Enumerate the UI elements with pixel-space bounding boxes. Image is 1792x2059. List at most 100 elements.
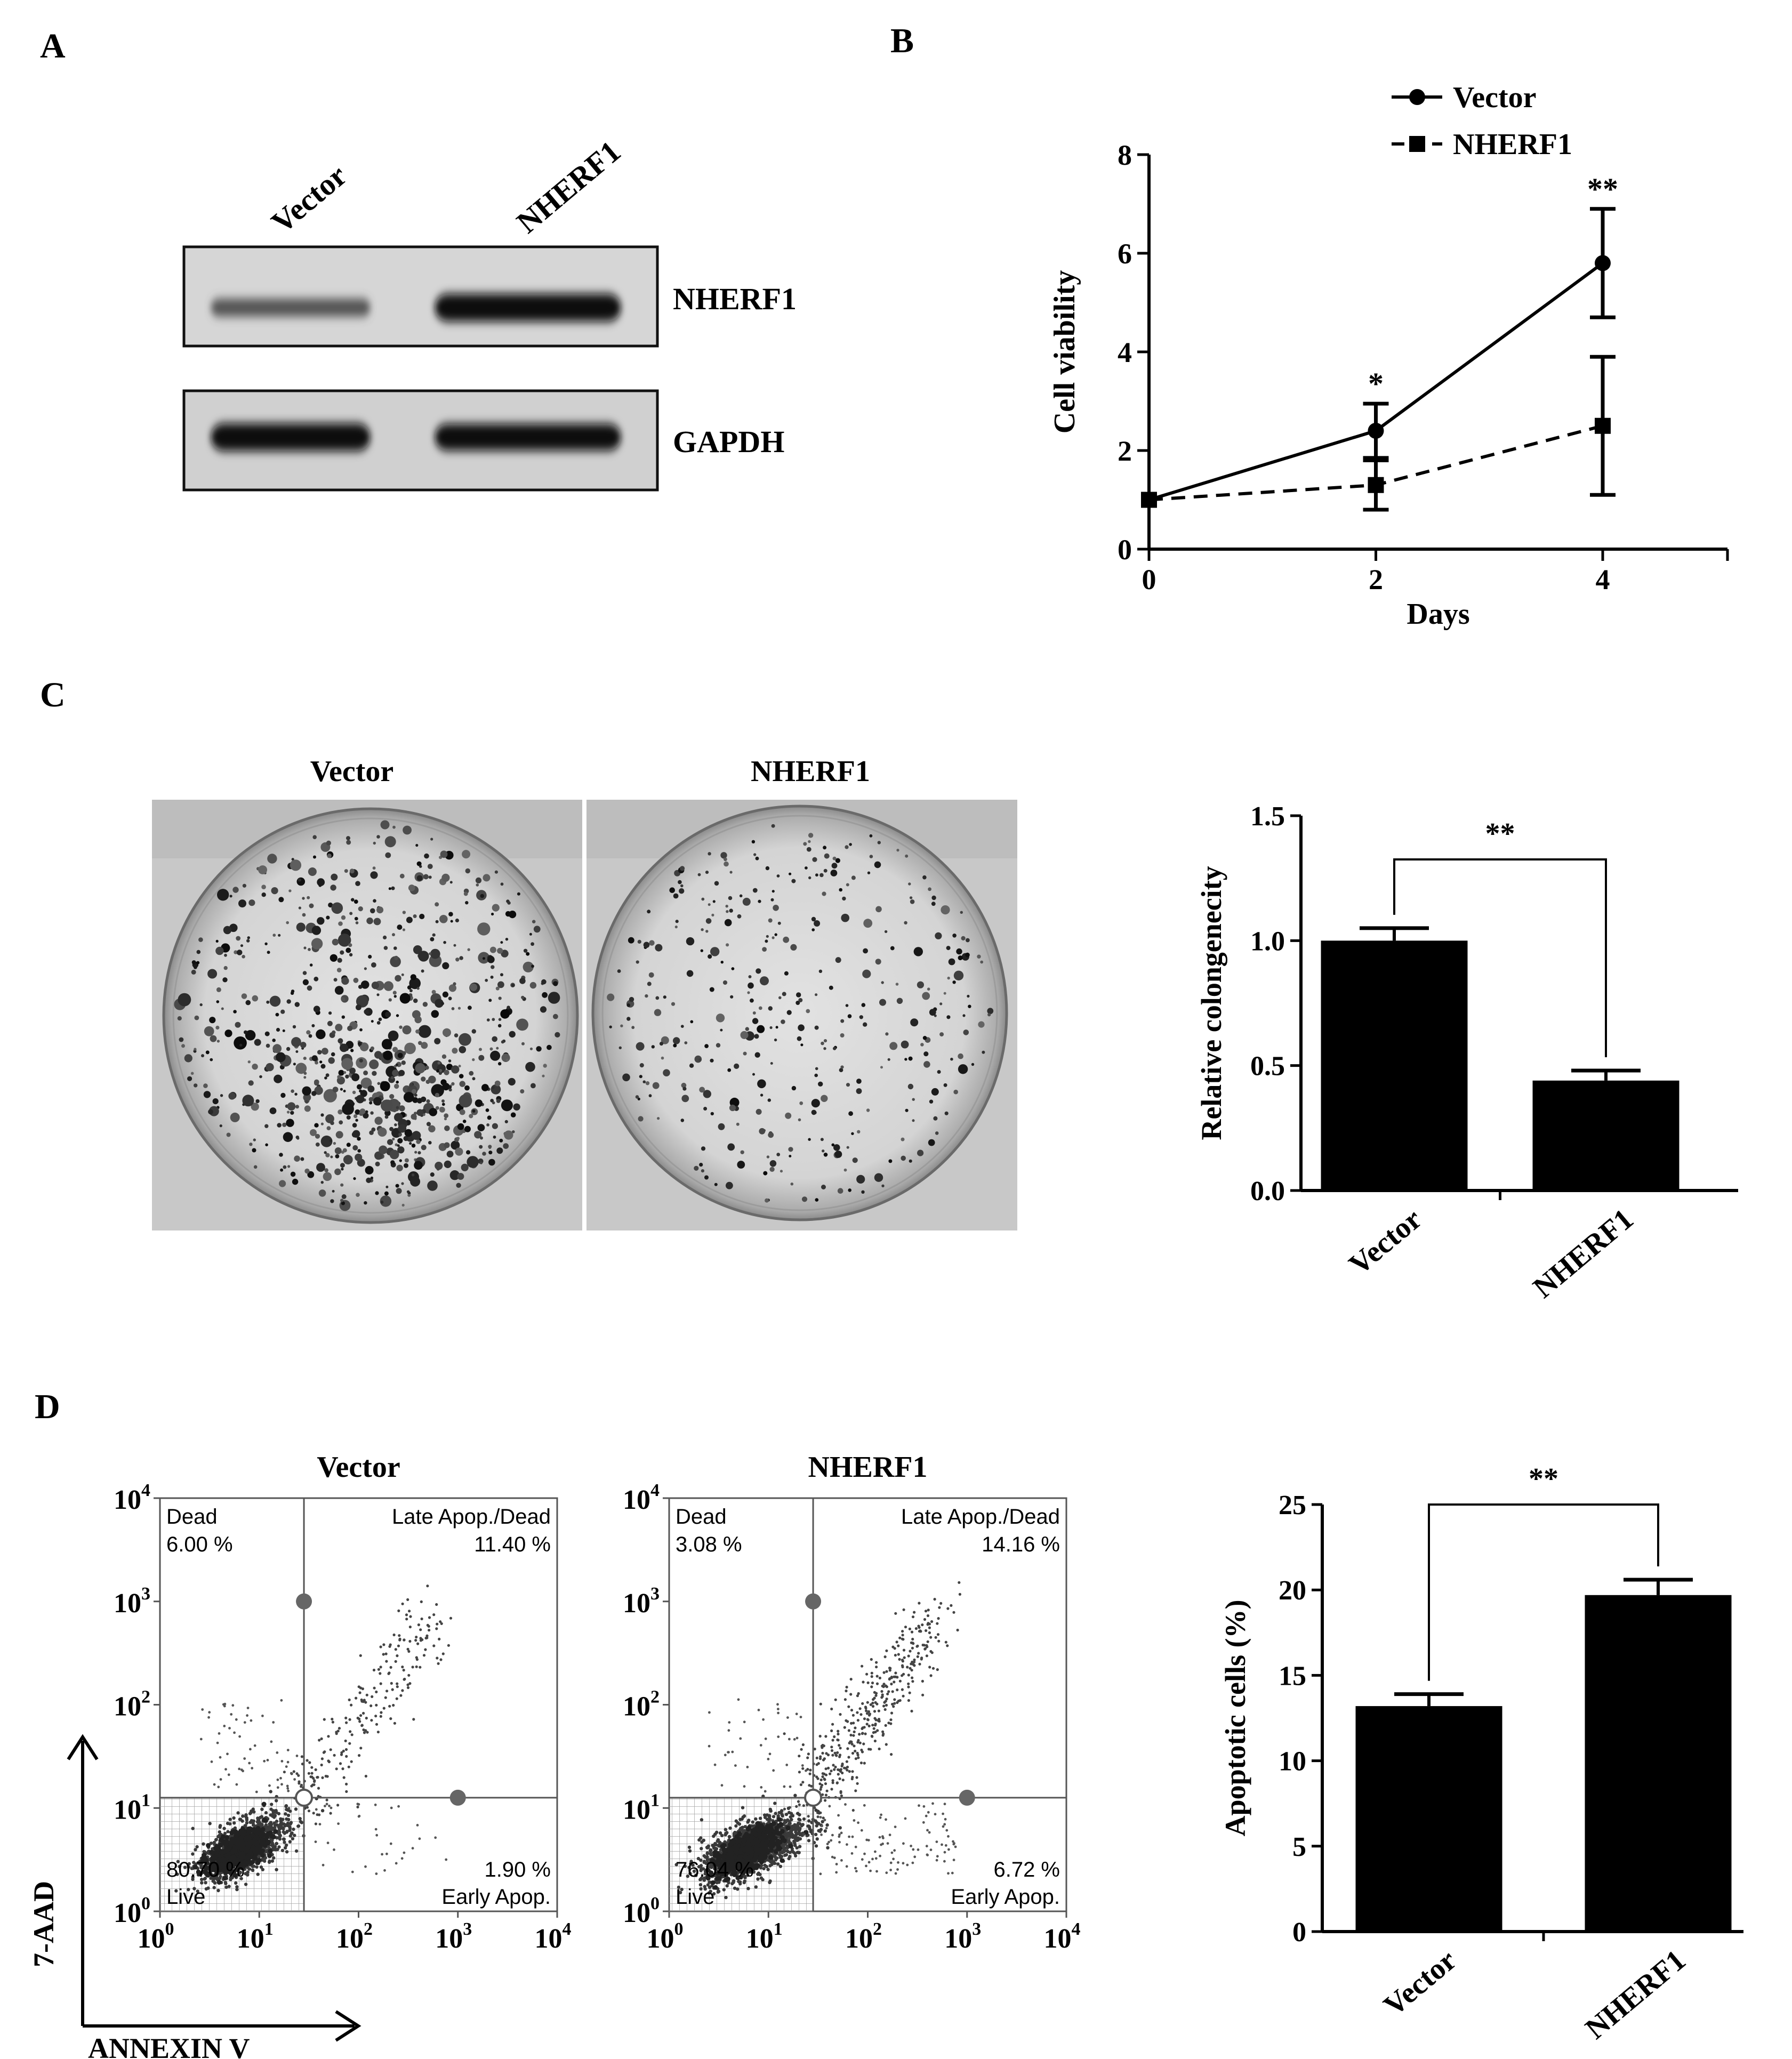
colony	[374, 1116, 383, 1125]
C-y-tick-label: 1.0	[1250, 926, 1285, 956]
colony	[469, 1071, 474, 1076]
colony	[428, 1125, 436, 1132]
colony	[806, 1009, 810, 1014]
colony	[874, 861, 881, 868]
colony	[789, 872, 792, 875]
colony	[277, 1123, 282, 1128]
colony	[861, 1190, 865, 1194]
colony	[196, 961, 200, 964]
colony	[357, 1041, 362, 1046]
colony	[324, 1151, 327, 1154]
colony	[968, 1004, 971, 1008]
colony	[272, 1044, 282, 1053]
colony	[441, 1054, 447, 1059]
colony	[363, 1112, 369, 1119]
colony	[639, 1075, 642, 1079]
colony	[946, 946, 951, 951]
colony	[815, 1067, 818, 1071]
colony	[392, 991, 397, 995]
colony	[446, 1064, 453, 1071]
colony	[476, 883, 479, 887]
colony	[410, 1176, 421, 1187]
colony	[371, 982, 380, 990]
quadrant-ur-value: 11.40 %	[474, 1533, 551, 1556]
colony	[507, 1006, 510, 1010]
colony	[307, 896, 310, 899]
colony	[987, 1008, 994, 1015]
colony	[424, 853, 429, 859]
colony	[523, 961, 534, 972]
colony	[178, 993, 191, 1007]
colony	[380, 820, 390, 830]
colony	[659, 1042, 664, 1046]
colony	[441, 873, 450, 882]
colony	[377, 1082, 381, 1085]
colony	[332, 938, 339, 946]
colony	[875, 959, 881, 965]
colony	[637, 1097, 640, 1100]
colony	[353, 1114, 358, 1119]
colony	[266, 1043, 270, 1048]
colony	[931, 1088, 939, 1096]
colony	[216, 1040, 220, 1043]
colony	[453, 982, 456, 986]
colony	[922, 992, 930, 1000]
colony	[209, 1017, 216, 1024]
colony	[529, 982, 537, 989]
C-significance-bracket	[1393, 858, 1607, 1058]
b-point-nherf1	[1594, 417, 1611, 434]
colony	[342, 1148, 347, 1153]
b-y-tick-label: 0	[1118, 534, 1132, 566]
flow-axis-y-label: 7-AAD	[28, 1881, 60, 1967]
colony	[486, 1018, 490, 1022]
colony	[340, 1088, 343, 1091]
colony	[336, 968, 342, 972]
colony	[869, 855, 873, 858]
colony	[765, 939, 768, 943]
flow-y-tick-label: 104	[623, 1481, 660, 1515]
colony	[325, 1114, 334, 1123]
colony	[184, 1054, 192, 1063]
colony	[485, 978, 488, 982]
colony	[475, 877, 482, 883]
colony	[341, 977, 349, 985]
colony	[513, 1103, 520, 1111]
colony	[367, 1085, 375, 1092]
colony	[430, 937, 435, 942]
colony	[355, 1119, 358, 1122]
colony	[910, 899, 915, 904]
colony	[290, 1111, 294, 1115]
colony	[247, 1060, 251, 1064]
colony	[236, 950, 243, 955]
colony	[456, 1183, 461, 1188]
D-y-tick-label: 0	[1292, 1917, 1306, 1948]
flow-axis-x-label: ANNEXIN V	[88, 2032, 250, 2059]
colony	[808, 840, 811, 843]
colony	[296, 877, 306, 886]
colony	[509, 911, 517, 919]
colony	[740, 1031, 749, 1039]
colony	[364, 967, 367, 970]
colony	[768, 1132, 774, 1138]
colony	[407, 1193, 411, 1197]
colony	[370, 1176, 374, 1180]
colony	[242, 955, 245, 959]
colony	[922, 875, 927, 880]
flow-x-tick-label: 102	[336, 1919, 373, 1954]
colony	[370, 871, 378, 879]
colony	[736, 1122, 740, 1126]
colony	[394, 1123, 397, 1127]
colony	[948, 958, 955, 966]
flow-y-tick-label: 104	[114, 1481, 150, 1515]
colony	[371, 1020, 374, 1023]
colony	[720, 852, 727, 859]
colony	[348, 943, 352, 947]
colony	[791, 1085, 797, 1091]
colony	[282, 1122, 287, 1127]
colony	[752, 888, 758, 893]
colony	[489, 1047, 493, 1051]
colony	[755, 856, 759, 860]
colony	[272, 934, 276, 937]
flow-x-tick-label: 101	[237, 1919, 274, 1954]
colony	[766, 1155, 770, 1159]
